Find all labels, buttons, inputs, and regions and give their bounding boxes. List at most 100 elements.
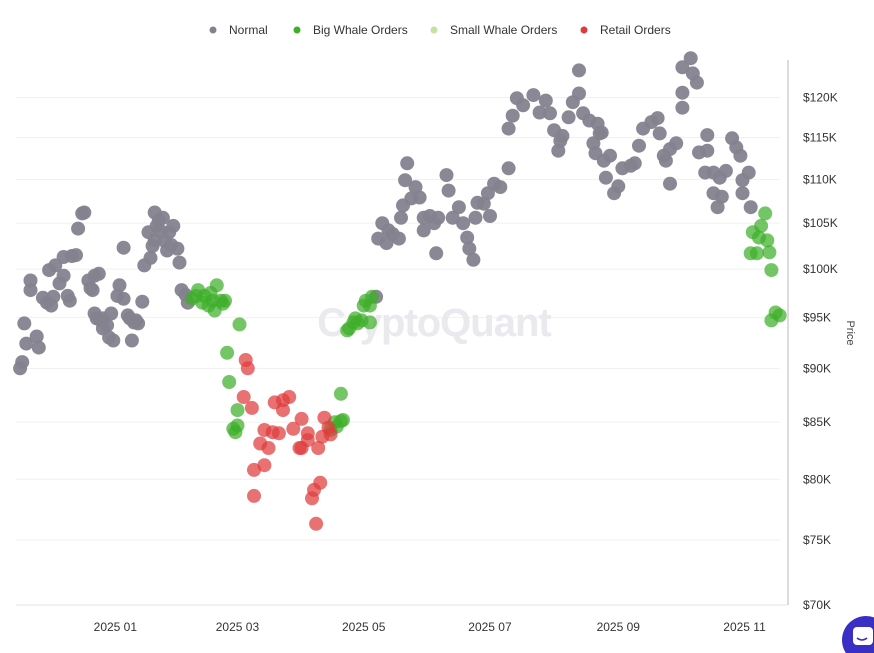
data-point[interactable] [710, 200, 725, 215]
data-point[interactable] [391, 231, 406, 246]
data-point[interactable] [551, 143, 566, 158]
data-point[interactable] [675, 100, 690, 115]
data-point[interactable] [526, 88, 541, 103]
data-point[interactable] [750, 246, 764, 261]
data-point[interactable] [451, 200, 466, 215]
data-point[interactable] [271, 426, 286, 441]
data-point[interactable] [598, 170, 613, 185]
data-point[interactable] [257, 458, 272, 473]
data-point[interactable] [501, 161, 516, 176]
data-point[interactable] [362, 315, 377, 330]
data-point[interactable] [218, 293, 232, 308]
data-point[interactable] [17, 316, 32, 331]
data-point[interactable] [493, 180, 508, 195]
data-point[interactable] [555, 128, 570, 143]
data-point[interactable] [46, 289, 61, 304]
data-point[interactable] [764, 263, 779, 278]
legend-item-small-whale-orders[interactable]: Small Whale Orders [430, 23, 558, 37]
data-point[interactable] [700, 143, 715, 158]
data-point[interactable] [305, 491, 319, 506]
data-point[interactable] [131, 316, 146, 331]
data-point[interactable] [439, 168, 454, 183]
data-point[interactable] [31, 340, 46, 355]
data-point[interactable] [286, 421, 301, 436]
data-point[interactable] [172, 255, 187, 270]
data-point[interactable] [460, 230, 475, 245]
data-point[interactable] [100, 318, 115, 333]
data-point[interactable] [106, 333, 121, 348]
data-point[interactable] [230, 403, 245, 418]
legend-item-retail-orders[interactable]: Retail Orders [580, 23, 671, 37]
data-point[interactable] [400, 156, 415, 171]
data-point[interactable] [56, 268, 71, 283]
data-point[interactable] [104, 306, 119, 321]
data-point[interactable] [669, 136, 684, 151]
data-point[interactable] [170, 241, 185, 256]
data-point[interactable] [69, 248, 83, 263]
data-point[interactable] [431, 210, 446, 225]
data-point[interactable] [675, 60, 690, 75]
data-point[interactable] [760, 233, 775, 248]
data-point[interactable] [462, 241, 477, 256]
data-point[interactable] [762, 245, 777, 260]
data-point[interactable] [247, 462, 261, 477]
data-point[interactable] [135, 294, 150, 309]
data-point[interactable] [572, 86, 586, 101]
data-point[interactable] [741, 165, 756, 180]
data-point[interactable] [77, 205, 92, 220]
data-point[interactable] [147, 233, 162, 248]
data-point[interactable] [772, 308, 787, 323]
data-point[interactable] [116, 240, 131, 255]
data-point[interactable] [743, 200, 758, 215]
data-point[interactable] [85, 283, 100, 298]
data-point[interactable] [124, 333, 139, 348]
data-point[interactable] [429, 246, 444, 261]
data-point[interactable] [700, 128, 715, 143]
data-point[interactable] [294, 411, 309, 426]
data-point[interactable] [627, 156, 642, 171]
data-point[interactable] [336, 413, 350, 427]
data-point[interactable] [543, 106, 557, 121]
data-point[interactable] [15, 355, 30, 370]
data-point[interactable] [62, 293, 77, 308]
data-point[interactable] [230, 418, 245, 433]
data-point[interactable] [209, 278, 224, 293]
data-point[interactable] [689, 75, 704, 90]
data-point[interactable] [675, 85, 690, 100]
legend-item-big-whale-orders[interactable]: Big Whale Orders [293, 23, 408, 37]
data-point[interactable] [240, 361, 255, 376]
data-point[interactable] [311, 441, 326, 455]
data-point[interactable] [333, 386, 348, 401]
data-point[interactable] [632, 138, 646, 153]
data-point[interactable] [416, 223, 431, 238]
data-point[interactable] [19, 336, 34, 351]
data-point[interactable] [572, 63, 586, 78]
data-point[interactable] [663, 176, 677, 191]
data-point[interactable] [362, 298, 377, 313]
data-point[interactable] [718, 163, 733, 178]
data-point[interactable] [151, 213, 166, 228]
data-point[interactable] [247, 488, 261, 503]
legend-item-normal[interactable]: Normal [209, 23, 268, 37]
data-point[interactable] [220, 345, 235, 360]
data-point[interactable] [412, 190, 427, 205]
data-point[interactable] [379, 236, 394, 251]
data-point[interactable] [29, 329, 44, 344]
data-point[interactable] [166, 218, 181, 233]
data-point[interactable] [733, 148, 748, 163]
data-point[interactable] [505, 108, 520, 123]
data-point[interactable] [236, 390, 251, 404]
data-point[interactable] [594, 125, 609, 140]
data-point[interactable] [394, 210, 408, 225]
data-point[interactable] [398, 173, 413, 188]
data-point[interactable] [321, 420, 336, 435]
data-point[interactable] [261, 441, 276, 455]
data-point[interactable] [468, 210, 483, 225]
data-point[interactable] [714, 189, 729, 204]
data-point[interactable] [501, 121, 516, 136]
data-point[interactable] [445, 210, 460, 225]
data-point[interactable] [71, 221, 86, 236]
data-point[interactable] [650, 111, 665, 126]
data-point[interactable] [532, 105, 547, 120]
data-point[interactable] [758, 206, 773, 221]
